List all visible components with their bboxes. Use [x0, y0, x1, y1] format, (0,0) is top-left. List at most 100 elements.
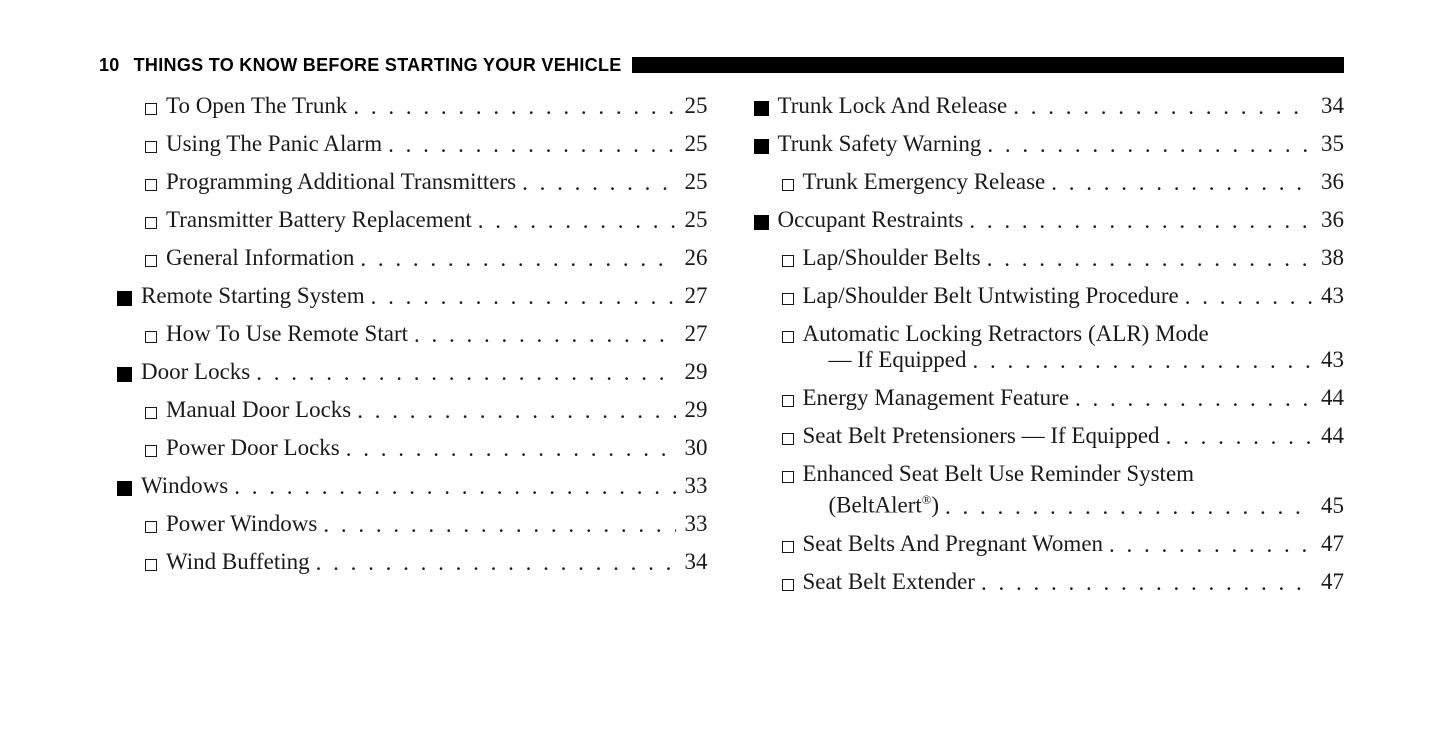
toc-column-left: To Open The Trunk . . . . . . . . . . . … [99, 83, 708, 695]
toc-leader-dots: . . . . . . . . . . . . . . . . . . . . … [981, 568, 1312, 598]
toc-label-continuation: — If Equipped [803, 345, 967, 375]
toc-entry: Remote Starting System . . . . . . . . .… [99, 281, 708, 311]
toc-label: Manual Door Locks [166, 395, 351, 425]
toc-label: Seat Belt Pretensioners — If Equipped [803, 421, 1160, 451]
toc-leader-dots: . . . . . . . . . . . . . . . . . . . . … [1075, 384, 1312, 414]
toc-page-number: 36 [1316, 205, 1344, 235]
toc-leader-dots: . . . . . . . . . . . . . . . . . . . . … [316, 548, 676, 578]
toc-leader-dots: . . . . . . . . . . . . . . . . . . . . … [522, 168, 675, 198]
toc-entry: Energy Management Feature . . . . . . . … [736, 383, 1345, 413]
toc-entry: How To Use Remote Start . . . . . . . . … [99, 319, 708, 349]
toc-entry: Lap/Shoulder Belts . . . . . . . . . . .… [736, 243, 1345, 273]
toc-page-number: 27 [680, 281, 708, 311]
bullet-solid-square-icon [117, 367, 132, 382]
toc-page-number: 29 [680, 395, 708, 425]
toc-page-number: 33 [680, 509, 708, 539]
toc-page-number: 26 [680, 243, 708, 273]
bullet-solid-square-icon [754, 139, 769, 154]
toc-entry: Trunk Lock And Release . . . . . . . . .… [736, 91, 1345, 121]
bullet-open-square-icon [145, 331, 157, 343]
toc-label: How To Use Remote Start [166, 319, 408, 349]
toc-leader-dots: . . . . . . . . . . . . . . . . . . . . … [353, 92, 675, 122]
toc-entry: To Open The Trunk . . . . . . . . . . . … [99, 91, 708, 121]
toc-label: To Open The Trunk [166, 91, 347, 121]
bullet-open-square-icon [145, 559, 157, 571]
toc-leader-dots: . . . . . . . . . . . . . . . . . . . . … [987, 244, 1312, 274]
toc-leader-dots: . . . . . . . . . . . . . . . . . . . . … [360, 244, 675, 274]
toc-page-number: 44 [1316, 383, 1344, 413]
toc-leader-dots: . . . . . . . . . . . . . . . . . . . . … [388, 130, 675, 160]
section-title: THINGS TO KNOW BEFORE STARTING YOUR VEHI… [134, 55, 622, 76]
toc-leader-dots: . . . . . . . . . . . . . . . . . . . . … [346, 434, 676, 464]
toc-page-number: 25 [680, 167, 708, 197]
toc-entry: General Information . . . . . . . . . . … [99, 243, 708, 273]
toc-entry: Automatic Locking Retractors (ALR) Mode—… [736, 319, 1345, 375]
toc-page-number: 43 [1316, 345, 1344, 375]
toc-entry: Trunk Emergency Release . . . . . . . . … [736, 167, 1345, 197]
toc-entry: Manual Door Locks . . . . . . . . . . . … [99, 395, 708, 425]
toc-entry: Seat Belt Pretensioners — If Equipped . … [736, 421, 1345, 451]
toc-label: Trunk Safety Warning [778, 129, 982, 159]
toc-entry: Trunk Safety Warning . . . . . . . . . .… [736, 129, 1345, 159]
bullet-open-square-icon [782, 179, 794, 191]
toc-page-number: 47 [1316, 567, 1344, 597]
toc-label: Seat Belt Extender [803, 567, 975, 597]
toc-page-number: 30 [680, 433, 708, 463]
toc-entry: Wind Buffeting . . . . . . . . . . . . .… [99, 547, 708, 577]
toc-label: Seat Belts And Pregnant Women [803, 529, 1104, 559]
toc-label: Lap/Shoulder Belts [803, 243, 981, 273]
toc-leader-dots: . . . . . . . . . . . . . . . . . . . . … [478, 206, 676, 236]
toc-page-number: 25 [680, 91, 708, 121]
toc-label: Power Door Locks [166, 433, 340, 463]
toc-entry: Using The Panic Alarm . . . . . . . . . … [99, 129, 708, 159]
bullet-open-square-icon [782, 395, 794, 407]
toc-page-number: 44 [1316, 421, 1344, 451]
toc-leader-dots: . . . . . . . . . . . . . . . . . . . . … [234, 472, 675, 502]
bullet-solid-square-icon [754, 215, 769, 230]
toc-leader-dots: . . . . . . . . . . . . . . . . . . . . … [987, 130, 1312, 160]
toc-leader-dots: . . . . . . . . . . . . . . . . . . . . … [969, 206, 1312, 236]
toc-leader-dots: . . . . . . . . . . . . . . . . . . . . … [972, 346, 1312, 376]
bullet-open-square-icon [145, 141, 157, 153]
bullet-solid-square-icon [117, 481, 132, 496]
toc-entry: Seat Belts And Pregnant Women . . . . . … [736, 529, 1345, 559]
page-header: 10 THINGS TO KNOW BEFORE STARTING YOUR V… [99, 56, 1344, 74]
toc-entry: Transmitter Battery Replacement . . . . … [99, 205, 708, 235]
toc-label: General Information [166, 243, 354, 273]
toc-page-number: 34 [1316, 91, 1344, 121]
toc-page-number: 45 [1316, 491, 1344, 521]
toc-page-number: 47 [1316, 529, 1344, 559]
toc-label: Power Windows [166, 509, 317, 539]
toc-label: Wind Buffeting [166, 547, 310, 577]
toc-label-continuation: (BeltAlert®) [803, 485, 940, 521]
toc-page-number: 36 [1316, 167, 1344, 197]
toc-leader-dots: . . . . . . . . . . . . . . . . . . . . … [323, 510, 675, 540]
toc-page-number: 34 [680, 547, 708, 577]
bullet-open-square-icon [782, 293, 794, 305]
toc-leader-dots: . . . . . . . . . . . . . . . . . . . . … [371, 282, 676, 312]
bullet-open-square-icon [145, 255, 157, 267]
bullet-open-square-icon [782, 579, 794, 591]
toc-page-number: 29 [680, 357, 708, 387]
toc-entry: Lap/Shoulder Belt Untwisting Procedure .… [736, 281, 1345, 311]
toc-page-number: 27 [680, 319, 708, 349]
toc-label: Occupant Restraints [778, 205, 964, 235]
toc-page-number: 25 [680, 205, 708, 235]
bullet-open-square-icon [145, 407, 157, 419]
bullet-solid-square-icon [754, 101, 769, 116]
toc-label: Remote Starting System [141, 281, 365, 311]
toc-leader-dots: . . . . . . . . . . . . . . . . . . . . … [1109, 530, 1312, 560]
toc-label: Trunk Lock And Release [778, 91, 1008, 121]
toc-label: Windows [141, 471, 228, 501]
toc-entry: Power Windows . . . . . . . . . . . . . … [99, 509, 708, 539]
toc-page-number: 35 [1316, 129, 1344, 159]
toc-column-right: Trunk Lock And Release . . . . . . . . .… [736, 83, 1345, 695]
toc-label: Using The Panic Alarm [166, 129, 382, 159]
bullet-open-square-icon [145, 445, 157, 457]
header-rule-bar [632, 57, 1344, 73]
toc-label: Transmitter Battery Replacement [166, 205, 472, 235]
toc-entry: Enhanced Seat Belt Use Reminder System(B… [736, 459, 1345, 521]
bullet-open-square-icon [782, 255, 794, 267]
toc-page: 10 THINGS TO KNOW BEFORE STARTING YOUR V… [0, 0, 1445, 751]
toc-leader-dots: . . . . . . . . . . . . . . . . . . . . … [945, 492, 1312, 522]
